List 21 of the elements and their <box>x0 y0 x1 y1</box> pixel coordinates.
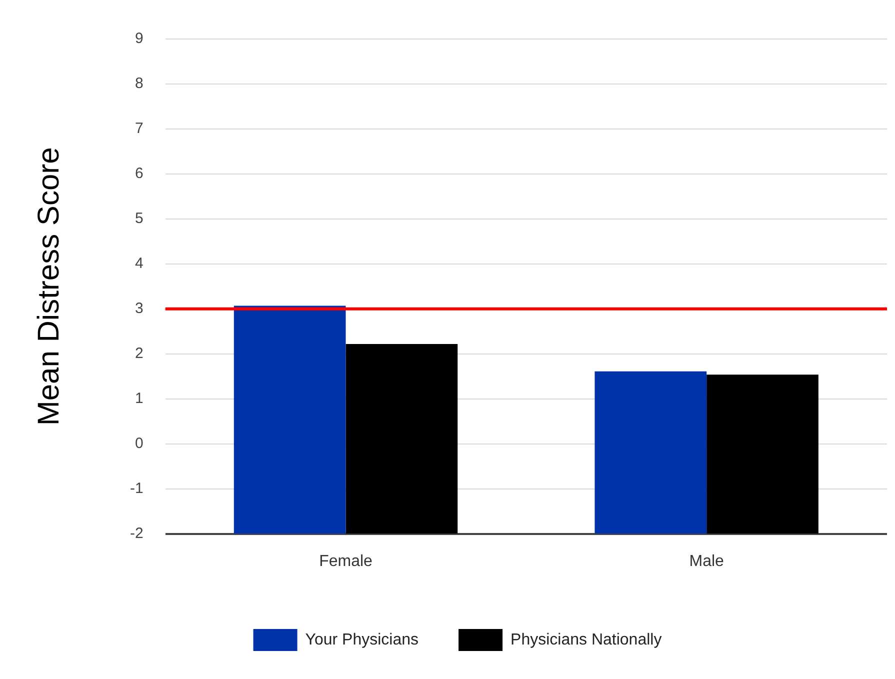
y-tick-label: 6 <box>134 165 144 182</box>
y-tick-label: 7 <box>134 120 144 138</box>
bar <box>234 306 346 534</box>
bar <box>346 344 458 534</box>
y-tick-label: 3 <box>134 300 144 318</box>
y-tick-label: 0 <box>134 434 144 452</box>
bar <box>706 374 818 534</box>
y-tick-label: -2 <box>130 524 144 542</box>
y-tick-label: 4 <box>134 255 144 272</box>
y-tick-label: -1 <box>130 480 144 497</box>
y-tick-label: 2 <box>134 345 144 362</box>
bar <box>594 371 707 534</box>
y-tick-label: 5 <box>134 210 144 228</box>
legend-label: Your Physicians <box>305 631 419 648</box>
y-tick-label: 1 <box>134 390 144 407</box>
y-axis-title: Mean Distress Score <box>32 147 66 426</box>
x-tick-label: Male <box>689 552 724 570</box>
x-tick-label: Female <box>319 552 373 570</box>
legend-label: Physicians Nationally <box>510 631 662 648</box>
y-tick-label: 8 <box>134 75 144 92</box>
y-tick-label: 9 <box>134 30 144 48</box>
